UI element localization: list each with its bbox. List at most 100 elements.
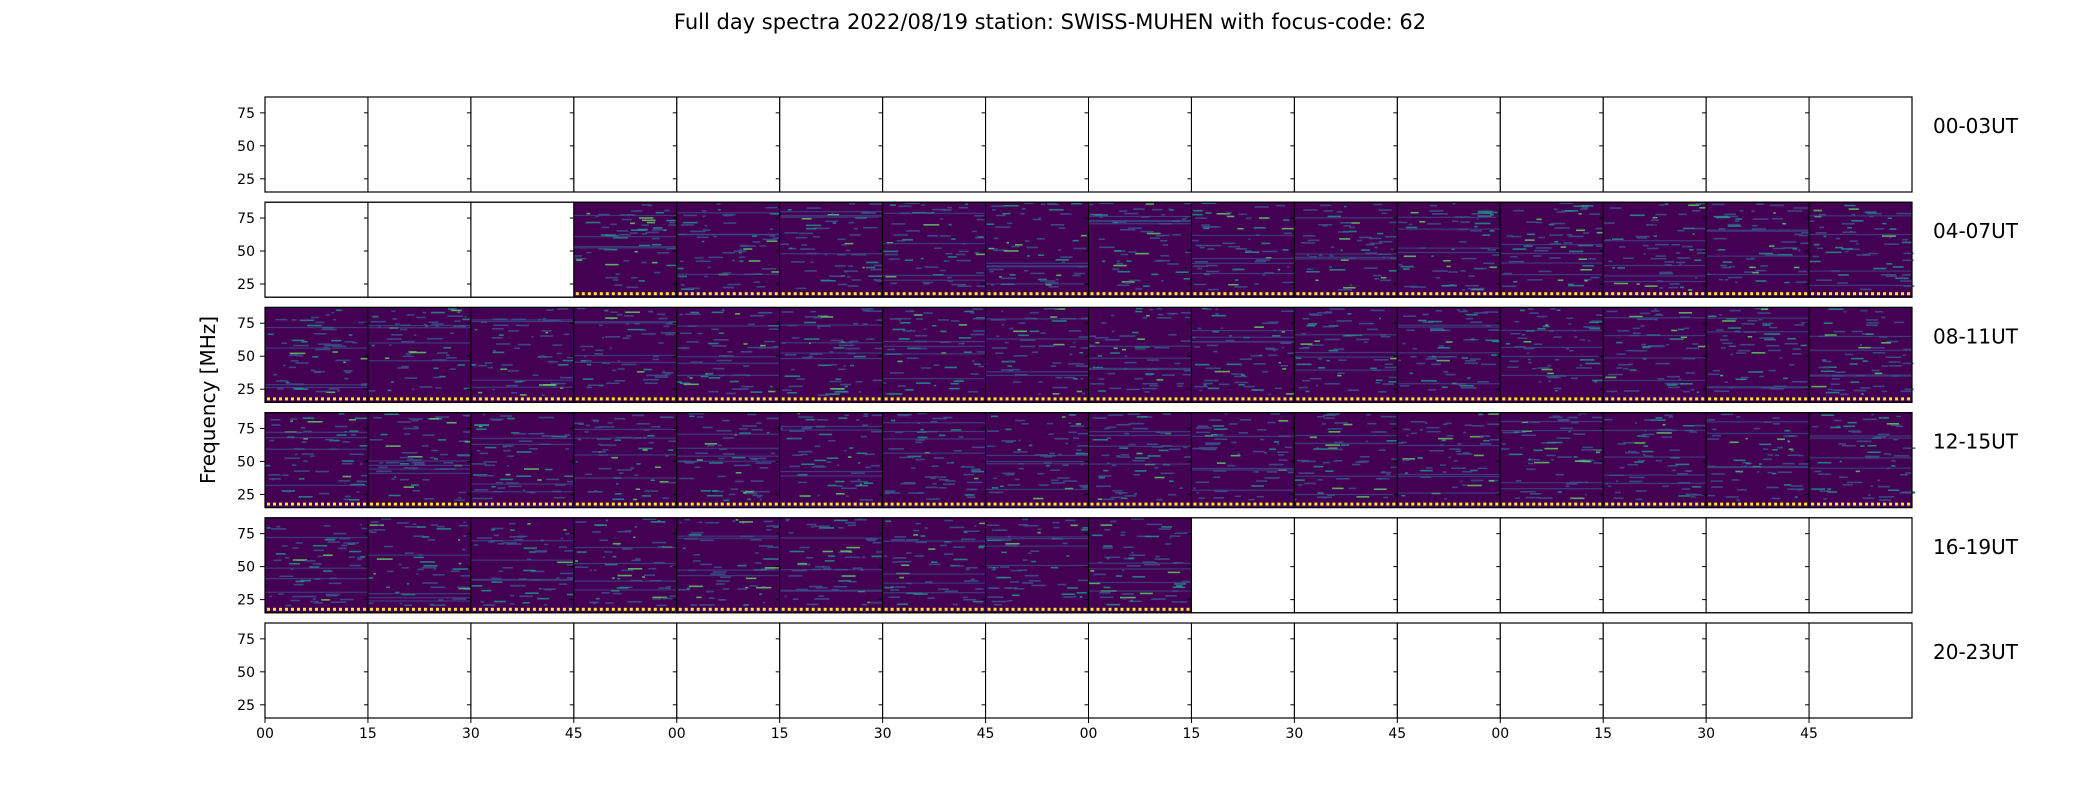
spectrum-noise (513, 432, 527, 435)
spectrum-noise (1877, 485, 1890, 488)
spectrum-noise (740, 351, 753, 353)
spectrum-noise (1676, 473, 1688, 475)
spectrum-noise (643, 429, 650, 431)
spectrum-noise (1381, 212, 1387, 215)
calibration-dot (647, 607, 651, 611)
spectrum-noise (944, 590, 958, 593)
spectrum-noise (948, 223, 952, 226)
spectrum-noise (890, 585, 894, 588)
calibration-dot (514, 397, 518, 401)
spectrum-noise (1159, 432, 1172, 434)
calibration-dot (405, 607, 409, 611)
spectrum-noise (1330, 246, 1335, 248)
spectrum-noise (859, 499, 873, 501)
spectrum-noise (1280, 310, 1297, 313)
calibration-dot (617, 607, 621, 611)
spectrum-noise (511, 432, 520, 434)
spectrum-noise (722, 453, 735, 455)
spectrum-noise (1866, 322, 1879, 324)
spectrum-noise (350, 483, 365, 486)
spectrum-noise (295, 580, 305, 583)
panel-frame (367, 201, 472, 298)
spectrum-noise (648, 441, 655, 444)
spectrum-noise (1032, 218, 1042, 221)
spectrum-noise (1851, 330, 1863, 333)
spectrum-noise (1205, 212, 1212, 214)
spectrum-noise (1442, 471, 1447, 473)
spectrum-noise (1054, 438, 1069, 440)
spectrum-noise (1080, 463, 1084, 466)
spectrum-noise (1075, 453, 1089, 455)
calibration-dot (1841, 397, 1845, 401)
spectrum-noise (616, 230, 629, 232)
spectrum-noise (1038, 381, 1043, 383)
spectrum-noise (276, 525, 281, 528)
spectrum-noise (1858, 346, 1871, 349)
calibration-dot (762, 607, 766, 611)
spectrum-noise (429, 456, 435, 459)
spectrum-noise (1722, 342, 1733, 345)
spectrum-noise (1391, 248, 1394, 250)
spectrum-noise (463, 431, 475, 433)
calibration-dot (1847, 502, 1851, 506)
spectrum-noise (1282, 281, 1296, 284)
spectrum-noise (391, 333, 403, 336)
spectrum-noise (1375, 382, 1381, 384)
calibration-dot (593, 502, 597, 506)
spectrum-noise (651, 237, 660, 240)
spectrum-noise (1055, 278, 1059, 281)
calibration-dot (1229, 397, 1233, 401)
calibration-dot (732, 607, 736, 611)
spectrum-noise (914, 555, 925, 557)
spectrum-noise (1501, 443, 1506, 445)
spectrum-noise (586, 251, 592, 254)
spectrum-noise (596, 438, 612, 440)
rfi-line (573, 562, 677, 565)
spectrum-noise (1194, 385, 1208, 388)
calibration-dot (1138, 397, 1142, 401)
rfi-line (1603, 357, 1707, 359)
calibration-dot (950, 397, 954, 401)
spectrum-noise (1642, 244, 1649, 247)
spectrum-noise (577, 307, 586, 310)
calibration-dot (1853, 502, 1857, 506)
calibration-dot (1804, 502, 1808, 506)
spectrum-noise (481, 589, 492, 592)
calibration-dot (1611, 502, 1615, 506)
spectrum-noise (884, 586, 894, 589)
calibration-dot (1053, 502, 1057, 506)
spectrum-noise (786, 391, 798, 394)
spectrum-noise (770, 452, 776, 455)
spectrum-noise (458, 562, 462, 565)
spectrum-noise (1566, 234, 1573, 236)
spectrum-noise (458, 587, 472, 590)
calibration-dot (768, 502, 772, 506)
spectrum-noise (614, 493, 622, 495)
spectrum-noise (1533, 449, 1543, 452)
rfi-line (1191, 467, 1295, 469)
spectrum-noise (523, 547, 538, 549)
spectrum-noise (519, 595, 533, 598)
rfi-line (1088, 220, 1192, 223)
spectrum-noise (1613, 497, 1624, 499)
spectrum-noise (797, 481, 808, 484)
spectrum-noise (1018, 467, 1024, 470)
spectrum-noise (510, 391, 518, 394)
calibration-dot (1532, 502, 1536, 506)
calibration-dot (1762, 502, 1766, 506)
spectrum-noise (614, 284, 623, 286)
spectrum-noise (564, 550, 580, 552)
spectrum-noise (1594, 380, 1598, 383)
spectrum-noise (502, 542, 517, 544)
spectrum-noise (1783, 435, 1798, 437)
spectrum-noise (268, 474, 281, 476)
spectrum-noise (650, 479, 655, 482)
spectrum-noise (458, 524, 469, 527)
calibration-dot (841, 397, 845, 401)
spectrum-noise (1278, 459, 1288, 462)
spectrum-noise (963, 531, 968, 534)
spectrum-noise (1131, 551, 1134, 554)
spectrum-noise (607, 422, 613, 424)
calibration-dot (363, 607, 366, 611)
spectrum-noise (885, 520, 892, 523)
